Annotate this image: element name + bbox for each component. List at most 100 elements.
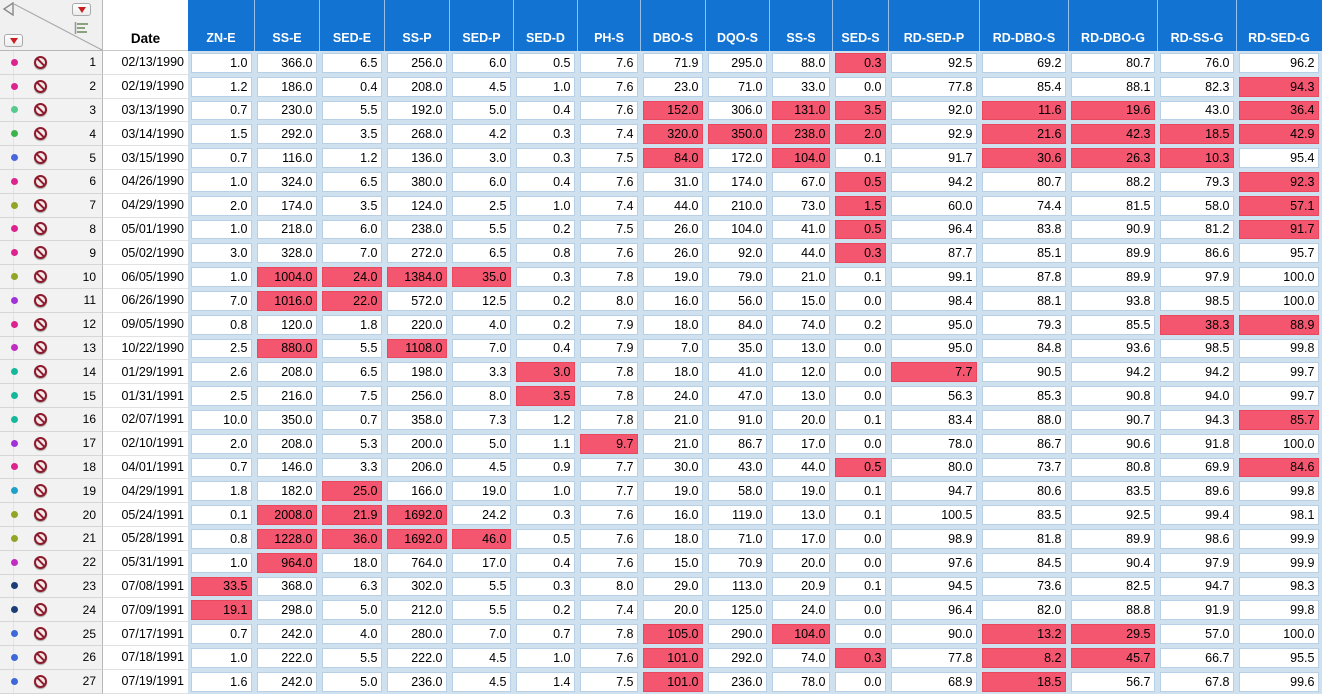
data-cell-SED-E[interactable]: 5.3 (319, 432, 384, 456)
data-cell-SED-D[interactable]: 0.9 (513, 456, 577, 480)
data-cell-DBO-S[interactable]: 26.0 (640, 218, 705, 242)
data-cell-SS-E[interactable]: 880.0 (254, 337, 319, 361)
data-cell-SS-P[interactable]: 222.0 (384, 646, 449, 670)
data-cell-DQO-S[interactable]: 119.0 (705, 503, 769, 527)
data-cell-RD-SED-G[interactable]: 36.4 (1236, 99, 1321, 123)
data-cell-DQO-S[interactable]: 292.0 (705, 646, 769, 670)
row-header-13[interactable]: 13 (0, 336, 103, 361)
data-cell-RD-DBO-G[interactable]: 90.7 (1068, 408, 1157, 432)
data-cell-RD-DBO-G[interactable]: 88.8 (1068, 598, 1157, 622)
data-cell-RD-DBO-S[interactable]: 83.5 (979, 503, 1068, 527)
data-cell-RD-DBO-S[interactable]: 81.8 (979, 527, 1068, 551)
date-cell[interactable]: 04/01/1991 (103, 455, 188, 480)
data-cell-SS-P[interactable]: 1692.0 (384, 527, 449, 551)
date-cell[interactable]: 05/02/1990 (103, 241, 188, 266)
data-cell-RD-DBO-S[interactable]: 18.5 (979, 670, 1068, 694)
data-cell-SED-P[interactable]: 3.3 (449, 360, 513, 384)
data-cell-SS-E[interactable]: 146.0 (254, 456, 319, 480)
data-cell-SS-P[interactable]: 280.0 (384, 622, 449, 646)
data-cell-RD-SS-G[interactable]: 97.9 (1157, 551, 1236, 575)
data-cell-RD-SED-P[interactable]: 96.4 (888, 598, 979, 622)
data-cell-RD-SED-G[interactable]: 99.7 (1236, 384, 1321, 408)
data-cell-RD-DBO-S[interactable]: 85.4 (979, 75, 1068, 99)
data-cell-RD-DBO-G[interactable]: 90.9 (1068, 218, 1157, 242)
data-cell-RD-DBO-S[interactable]: 74.4 (979, 194, 1068, 218)
data-cell-RD-SED-G[interactable]: 98.3 (1236, 575, 1321, 599)
data-cell-RD-SS-G[interactable]: 58.0 (1157, 194, 1236, 218)
date-cell[interactable]: 10/22/1990 (103, 336, 188, 361)
data-cell-RD-SED-G[interactable]: 99.8 (1236, 479, 1321, 503)
data-cell-DQO-S[interactable]: 58.0 (705, 479, 769, 503)
data-cell-SED-S[interactable]: 0.5 (832, 218, 888, 242)
row-header-27[interactable]: 27 (0, 669, 103, 694)
data-cell-ZN-E[interactable]: 1.0 (188, 551, 254, 575)
row-header-12[interactable]: 12 (0, 312, 103, 337)
column-header-RD-DBO-G[interactable]: RD-DBO-G (1068, 0, 1157, 51)
data-cell-DBO-S[interactable]: 44.0 (640, 194, 705, 218)
data-cell-SED-S[interactable]: 0.0 (832, 670, 888, 694)
data-cell-DBO-S[interactable]: 19.0 (640, 265, 705, 289)
data-cell-RD-SED-G[interactable]: 42.9 (1236, 122, 1321, 146)
data-cell-DBO-S[interactable]: 18.0 (640, 313, 705, 337)
data-cell-RD-SS-G[interactable]: 99.4 (1157, 503, 1236, 527)
data-cell-SED-E[interactable]: 3.5 (319, 194, 384, 218)
column-header-SS-S[interactable]: SS-S (769, 0, 832, 51)
data-cell-SS-P[interactable]: 380.0 (384, 170, 449, 194)
data-cell-PH-S[interactable]: 7.8 (577, 384, 640, 408)
data-cell-SED-E[interactable]: 18.0 (319, 551, 384, 575)
data-cell-DBO-S[interactable]: 15.0 (640, 551, 705, 575)
data-cell-SED-D[interactable]: 0.4 (513, 337, 577, 361)
data-cell-RD-DBO-G[interactable]: 88.2 (1068, 170, 1157, 194)
data-cell-SED-P[interactable]: 5.5 (449, 575, 513, 599)
data-cell-DQO-S[interactable]: 174.0 (705, 170, 769, 194)
column-header-RD-DBO-S[interactable]: RD-DBO-S (979, 0, 1068, 51)
data-cell-RD-DBO-G[interactable]: 81.5 (1068, 194, 1157, 218)
data-cell-RD-SS-G[interactable]: 18.5 (1157, 122, 1236, 146)
data-cell-RD-SED-P[interactable]: 92.5 (888, 51, 979, 75)
data-cell-SS-E[interactable]: 174.0 (254, 194, 319, 218)
row-states-icon[interactable] (73, 21, 90, 35)
data-cell-SS-S[interactable]: 74.0 (769, 313, 832, 337)
data-cell-DQO-S[interactable]: 172.0 (705, 146, 769, 170)
date-cell[interactable]: 05/01/1990 (103, 217, 188, 242)
date-cell[interactable]: 02/13/1990 (103, 51, 188, 75)
data-cell-SED-E[interactable]: 3.5 (319, 122, 384, 146)
column-header-SS-P[interactable]: SS-P (384, 0, 449, 51)
data-cell-SS-S[interactable]: 15.0 (769, 289, 832, 313)
data-cell-SED-D[interactable]: 0.3 (513, 575, 577, 599)
data-cell-SED-S[interactable]: 0.0 (832, 527, 888, 551)
data-cell-RD-DBO-G[interactable]: 88.1 (1068, 75, 1157, 99)
data-cell-SED-E[interactable]: 6.3 (319, 575, 384, 599)
data-cell-SS-E[interactable]: 328.0 (254, 241, 319, 265)
data-cell-ZN-E[interactable]: 19.1 (188, 598, 254, 622)
data-cell-SED-E[interactable]: 22.0 (319, 289, 384, 313)
data-cell-SED-D[interactable]: 1.0 (513, 75, 577, 99)
data-cell-SED-P[interactable]: 6.0 (449, 170, 513, 194)
data-cell-RD-SS-G[interactable]: 91.9 (1157, 598, 1236, 622)
data-cell-RD-DBO-G[interactable]: 26.3 (1068, 146, 1157, 170)
data-cell-SED-D[interactable]: 0.4 (513, 170, 577, 194)
data-cell-SS-S[interactable]: 78.0 (769, 670, 832, 694)
data-cell-SED-S[interactable]: 0.3 (832, 241, 888, 265)
data-cell-SS-S[interactable]: 33.0 (769, 75, 832, 99)
data-cell-RD-SS-G[interactable]: 94.7 (1157, 575, 1236, 599)
row-header-17[interactable]: 17 (0, 431, 103, 456)
data-cell-RD-DBO-S[interactable]: 13.2 (979, 622, 1068, 646)
collapse-panel-icon[interactable] (2, 2, 16, 16)
data-cell-DQO-S[interactable]: 41.0 (705, 360, 769, 384)
data-cell-ZN-E[interactable]: 1.0 (188, 646, 254, 670)
data-cell-DBO-S[interactable]: 18.0 (640, 360, 705, 384)
data-cell-ZN-E[interactable]: 1.0 (188, 218, 254, 242)
data-cell-SED-D[interactable]: 0.3 (513, 265, 577, 289)
data-cell-DBO-S[interactable]: 24.0 (640, 384, 705, 408)
data-cell-SED-D[interactable]: 0.2 (513, 289, 577, 313)
data-cell-SS-P[interactable]: 268.0 (384, 122, 449, 146)
column-header-RD-SS-G[interactable]: RD-SS-G (1157, 0, 1236, 51)
data-cell-PH-S[interactable]: 7.6 (577, 241, 640, 265)
date-cell[interactable]: 07/08/1991 (103, 574, 188, 599)
data-cell-SED-D[interactable]: 0.4 (513, 99, 577, 123)
data-cell-RD-SED-P[interactable]: 83.4 (888, 408, 979, 432)
data-cell-RD-SED-G[interactable]: 88.9 (1236, 313, 1321, 337)
data-cell-SS-E[interactable]: 218.0 (254, 218, 319, 242)
data-cell-SED-P[interactable]: 4.5 (449, 670, 513, 694)
